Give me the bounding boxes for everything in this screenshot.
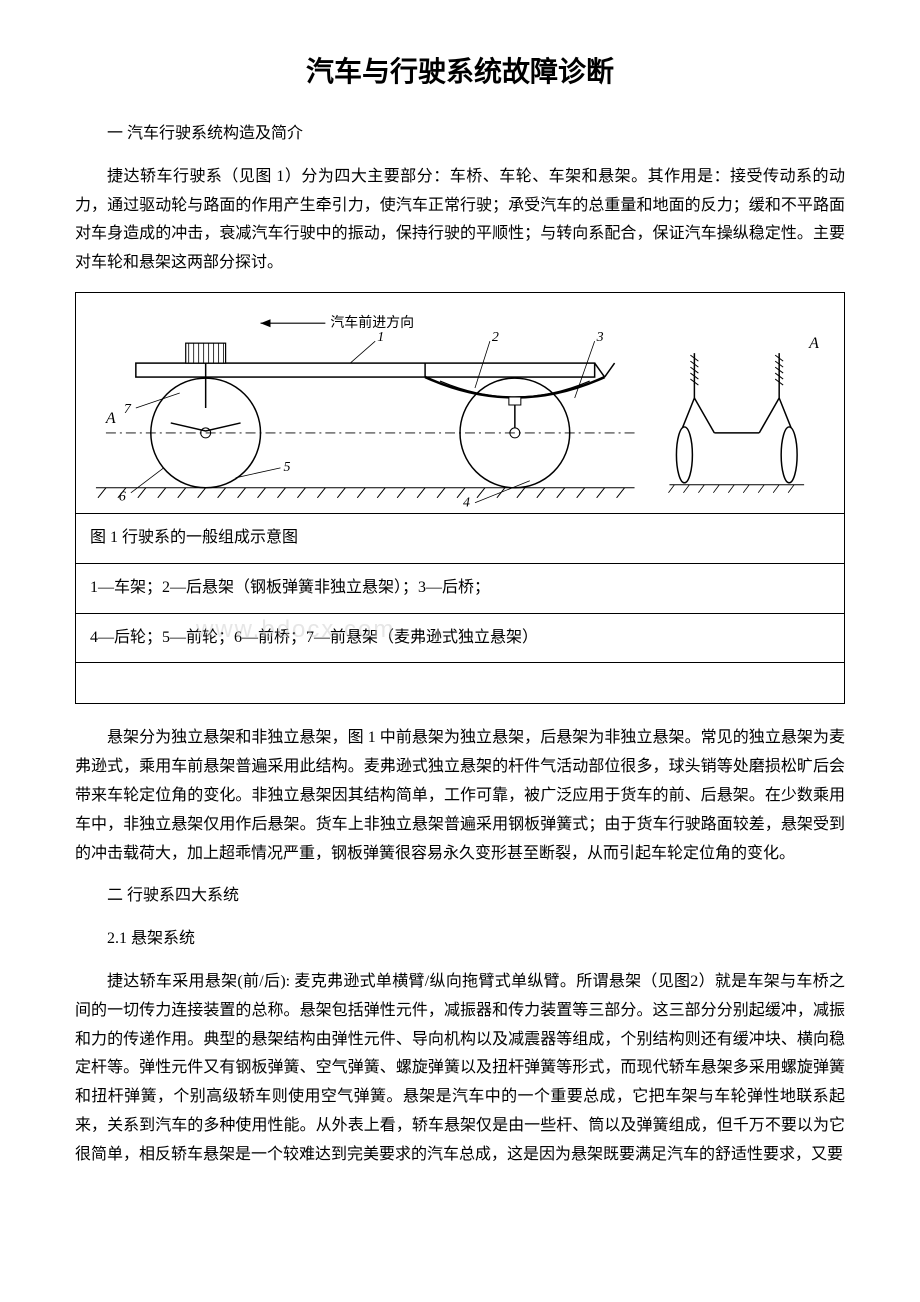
figure-1-empty-row [76,663,844,703]
figure-label-A-right: A [808,335,819,352]
figure-label-1: 1 [377,330,384,345]
section-1-heading: 一 汽车行驶系统构造及简介 [75,120,845,149]
figure-label-6: 6 [119,490,126,505]
figure-label-2: 2 [492,330,499,345]
figure-1-container: 汽车前进方向 1 2 3 4 5 6 7 A A [75,292,845,704]
figure-label-A-left: A [105,410,116,427]
figure-1-legend-2-row: www.bdocx.com 4—后轮；5—前轮；6—前桥；7—前悬架（麦弗逊式独… [76,614,844,664]
figure-label-4: 4 [463,496,470,511]
paragraph-3: 捷达轿车采用悬架(前/后): 麦克弗逊式单横臂/纵向拖臂式单纵臂。所谓悬架（见图… [75,968,845,1170]
paragraph-2: 悬架分为独立悬架和非独立悬架，图 1 中前悬架为独立悬架，后悬架为非独立悬架。常… [75,724,845,868]
figure-1-diagram-cell: 汽车前进方向 1 2 3 4 5 6 7 A A [76,293,844,514]
figure-label-5: 5 [283,460,290,475]
direction-label: 汽车前进方向 [330,314,414,331]
section-2-heading: 二 行驶系四大系统 [75,882,845,911]
figure-1-caption: 图 1 行驶系的一般组成示意图 [76,514,844,564]
chassis-diagram: 汽车前进方向 1 2 3 4 5 6 7 A A [76,293,844,513]
figure-label-7: 7 [124,402,132,417]
figure-label-3: 3 [596,330,604,345]
page-title: 汽车与行驶系统故障诊断 [75,50,845,90]
paragraph-1: 捷达轿车行驶系（见图 1）分为四大主要部分：车桥、车轮、车架和悬架。其作用是：接… [75,163,845,278]
figure-1-legend-1: 1—车架；2—后悬架（钢板弹簧非独立悬架）；3—后桥； [76,564,844,614]
figure-1-legend-2: 4—后轮；5—前轮；6—前桥；7—前悬架（麦弗逊式独立悬架） [90,629,538,646]
subsection-2-1-heading: 2.1 悬架系统 [75,925,845,954]
